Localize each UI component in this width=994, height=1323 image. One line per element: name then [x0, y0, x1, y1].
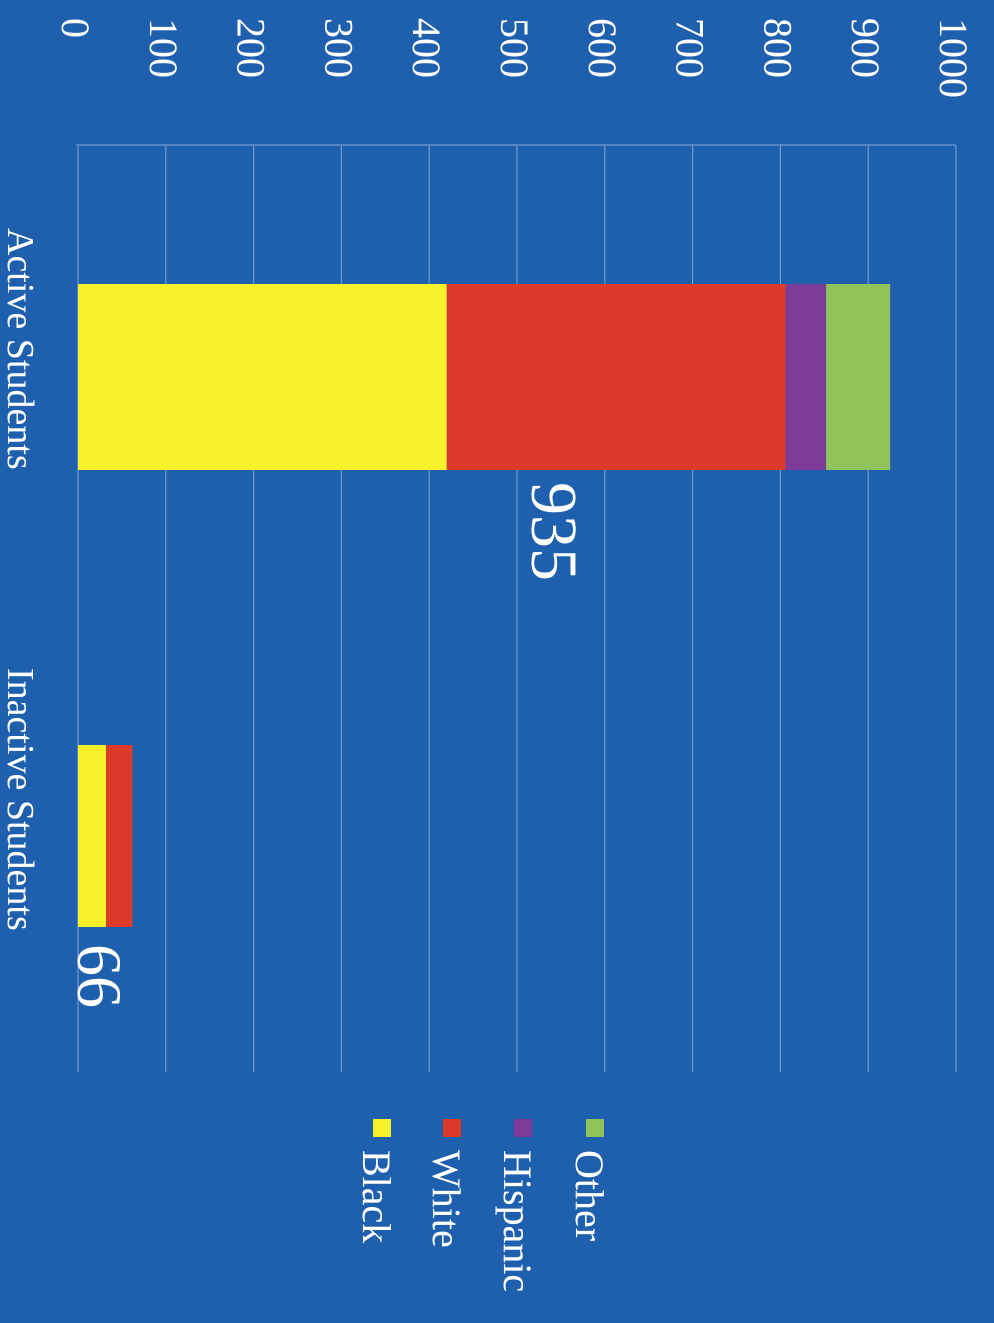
tick-label: 300 — [316, 18, 361, 78]
legend-label-hispanic: Hispanic — [495, 1150, 540, 1292]
tick-label: 400 — [404, 18, 449, 78]
legend-swatch-black — [373, 1119, 391, 1137]
tick-label: 0 — [53, 18, 98, 38]
bars — [78, 284, 891, 927]
tick-label: 800 — [755, 18, 800, 78]
bar-segment-white — [446, 284, 786, 470]
legend-swatch-hispanic — [514, 1119, 532, 1137]
legend-label-black: Black — [354, 1150, 399, 1243]
labels: 0 100 200 300 400 500 600 700 800 900 1000 Active S… — [0, 18, 976, 1008]
bar-segment-black — [78, 745, 107, 927]
legend-swatch-other — [586, 1119, 604, 1137]
legend-swatch-white — [443, 1119, 461, 1137]
tick-label: 1000 — [931, 18, 976, 98]
bar-segment-hispanic — [785, 284, 827, 470]
tick-label: 100 — [141, 18, 186, 78]
bar-segment-white — [106, 745, 133, 927]
legend-label-other: Other — [567, 1150, 612, 1241]
legend-label-white: White — [424, 1150, 469, 1248]
category-label: Active Students — [0, 228, 41, 470]
total-label: 935 — [517, 482, 590, 581]
tick-label: 500 — [492, 18, 537, 78]
tick-label: 200 — [229, 18, 274, 78]
legend: Other Hispanic White Black — [354, 1119, 612, 1292]
total-label: 66 — [64, 944, 135, 1008]
category-label: Inactive Students — [0, 668, 41, 931]
tick-label: 600 — [580, 18, 625, 78]
bar-segment-black — [78, 284, 447, 470]
tick-label: 900 — [843, 18, 888, 78]
bar-segment-other — [826, 284, 891, 470]
tick-label: 700 — [668, 18, 713, 78]
